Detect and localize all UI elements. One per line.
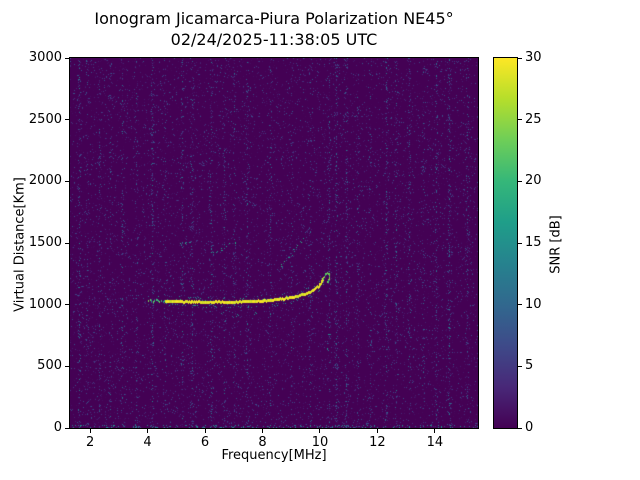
x-tick-mark (147, 429, 149, 433)
colorbar-label: SNR [dB] (548, 215, 564, 274)
y-tick-label: 500 (37, 358, 62, 374)
title-block: Ionogram Jicamarca-Piura Polarization NE… (70, 8, 478, 50)
y-tick-label: 1500 (28, 235, 62, 250)
colorbar-gradient (494, 58, 517, 428)
x-tick-label: 6 (200, 435, 210, 450)
colorbar-tick-label: 10 (525, 296, 542, 312)
x-tick-label: 8 (258, 435, 267, 450)
y-tick-mark (65, 119, 69, 121)
y-tick-mark (65, 365, 69, 367)
y-tick-mark (65, 427, 69, 429)
chart-title: Ionogram Jicamarca-Piura Polarization NE… (94, 9, 454, 28)
y-tick-label: 1000 (28, 296, 62, 312)
x-tick-label: 4 (143, 435, 152, 450)
colorbar-tick-label: 15 (525, 235, 542, 250)
colorbar-tick-mark (518, 365, 522, 367)
y-tick-label: 3000 (28, 50, 62, 65)
heatmap-canvas (70, 58, 478, 428)
x-tick-mark (319, 429, 321, 433)
colorbar-tick-label: 25 (525, 111, 542, 127)
colorbar-tick-label: 20 (525, 173, 542, 189)
y-tick-mark (65, 242, 69, 244)
y-tick-label: 2500 (28, 111, 62, 127)
x-tick-label: 10 (311, 435, 329, 450)
x-tick-mark (262, 429, 263, 433)
y-tick-mark (65, 57, 69, 59)
y-tick-mark (65, 304, 69, 306)
colorbar-tick-mark (518, 427, 522, 429)
x-axis-label: Frequency[MHz] (221, 448, 327, 463)
colorbar-tick-mark (518, 242, 522, 244)
y-tick-mark (65, 180, 69, 182)
colorbar-tick-label: 5 (525, 358, 534, 374)
chart-subtitle: 02/24/2025-11:38:05 UTC (170, 30, 378, 49)
colorbar (493, 57, 518, 429)
x-tick-mark (204, 429, 206, 433)
colorbar-tick-mark (518, 57, 522, 59)
x-tick-mark (89, 429, 91, 433)
colorbar-tick-mark (518, 180, 522, 182)
y-tick-label: 2000 (28, 173, 62, 189)
x-tick-label: 14 (426, 435, 444, 450)
colorbar-tick-mark (518, 304, 522, 306)
y-tick-label: 0 (53, 420, 62, 435)
x-tick-label: 2 (85, 435, 95, 450)
x-tick-label: 12 (369, 435, 386, 450)
x-tick-mark (376, 429, 378, 433)
colorbar-tick-mark (518, 119, 522, 121)
colorbar-tick-label: 0 (525, 420, 534, 435)
colorbar-tick-label: 30 (525, 50, 542, 65)
x-tick-mark (434, 429, 436, 433)
